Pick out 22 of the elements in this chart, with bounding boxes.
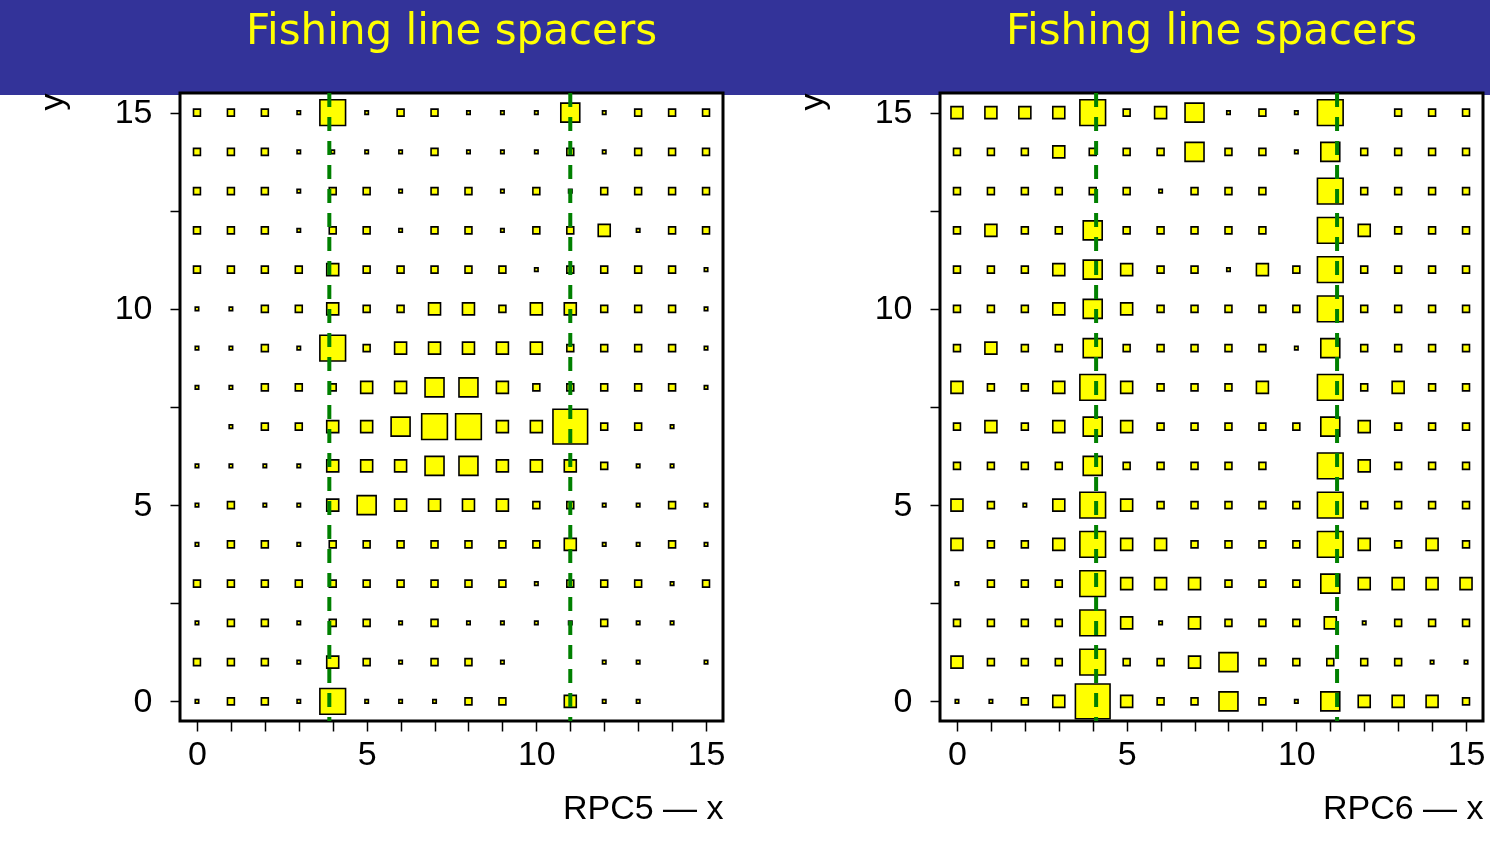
y-tick-label: 0 xyxy=(133,680,153,719)
x-tick-label: 15 xyxy=(687,733,726,772)
y-tick-label: 0 xyxy=(893,680,913,719)
y-tick-label: 10 xyxy=(874,288,913,327)
x-axis-title: RPC5 — x xyxy=(562,787,724,826)
x-tick-label: 10 xyxy=(517,733,556,772)
chart-title: Fishing line spacers xyxy=(1005,5,1418,54)
y-tick-label: 10 xyxy=(114,288,153,327)
y-tick-label: 5 xyxy=(893,484,913,523)
x-tick-label: 10 xyxy=(1277,733,1316,772)
y-axis-title: y xyxy=(31,93,70,111)
x-tick-label: 0 xyxy=(188,733,207,772)
y-tick-label: 15 xyxy=(874,92,913,131)
y-tick-label: 15 xyxy=(114,92,153,131)
y-tick-label: 5 xyxy=(133,484,153,523)
chart-title: Fishing line spacers xyxy=(245,5,658,54)
x-tick-label: 5 xyxy=(1117,733,1137,772)
x-tick-label: 5 xyxy=(357,733,377,772)
x-tick-label: 15 xyxy=(1447,733,1486,772)
y-axis-title: y xyxy=(791,93,830,111)
x-tick-label: 0 xyxy=(948,733,967,772)
x-axis-title: RPC6 — x xyxy=(1322,787,1484,826)
